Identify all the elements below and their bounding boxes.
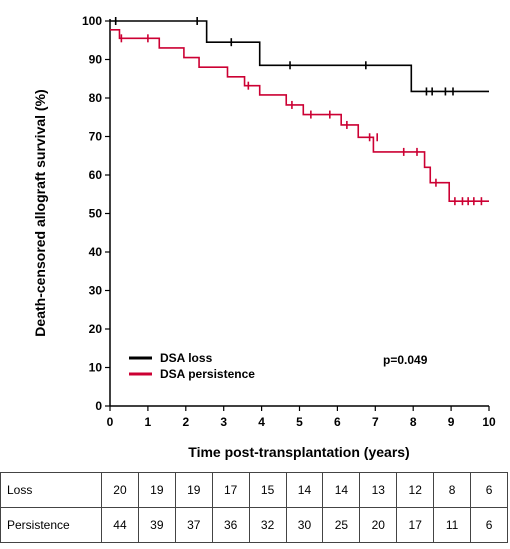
risk-cell: 11 — [433, 507, 472, 543]
risk-cell: 37 — [174, 507, 213, 543]
risk-cell: 12 — [396, 472, 435, 508]
risk-cell: 15 — [248, 472, 287, 508]
y-tick-label: 20 — [89, 322, 103, 336]
risk-cell: 25 — [322, 507, 361, 543]
x-tick-label: 2 — [182, 415, 189, 429]
y-tick-label: 30 — [89, 284, 103, 298]
y-tick-label: 10 — [89, 361, 103, 375]
y-tick-label: 50 — [89, 207, 103, 221]
series-layer — [110, 17, 489, 206]
risk-cell: 13 — [359, 472, 398, 508]
x-tick-label: 5 — [296, 415, 303, 429]
risk-cell: 14 — [322, 472, 361, 508]
risk-cell: 39 — [137, 507, 176, 543]
survival-chart: 0 10 20 30 40 50 60 70 80 90 100 0 1 2 3 4 5 6 7 8 9 10 Death… — [32, 14, 496, 460]
risk-cell: 14 — [285, 472, 324, 508]
y-tick-label: 70 — [89, 130, 103, 144]
x-tick-label: 7 — [372, 415, 379, 429]
x-tick-label: 6 — [334, 415, 341, 429]
risk-cell: 17 — [396, 507, 435, 543]
number-at-risk-table: Loss 20 19 19 17 15 14 14 13 12 8 6 Persistence 44 39 3… — [0, 472, 508, 543]
risk-cell: 8 — [433, 472, 472, 508]
axes: 0 10 20 30 40 50 60 70 80 90 100 0 1 2 3 4 5 6 7 8 9 10 — [82, 14, 496, 429]
risk-cell: 44 — [101, 507, 139, 543]
y-tick-label: 40 — [89, 245, 103, 259]
risk-cell: 17 — [211, 472, 250, 508]
x-tick-label: 4 — [258, 415, 265, 429]
risk-cell: 20 — [359, 507, 398, 543]
x-tick-label: 0 — [107, 415, 114, 429]
risk-cell: 32 — [248, 507, 287, 543]
x-tick-label: 10 — [482, 415, 496, 429]
y-tick-label: 80 — [89, 91, 103, 105]
risk-cell: 20 — [101, 472, 139, 508]
risk-cell: 19 — [174, 472, 213, 508]
y-axis-label: Death-censored allograft survival (%) — [32, 89, 48, 336]
risk-cell: 36 — [211, 507, 250, 543]
x-tick-label: 8 — [410, 415, 417, 429]
risk-cell: 19 — [137, 472, 176, 508]
legend: DSA loss DSA persistence — [129, 351, 255, 381]
risk-cell: 6 — [470, 507, 508, 543]
risk-row-label: Loss — [0, 472, 102, 508]
x-tick-label: 3 — [220, 415, 227, 429]
x-tick-label: 1 — [145, 415, 152, 429]
series-dsa-persistence-line — [110, 29, 489, 202]
x-axis-label: Time post-transplantation (years) — [188, 444, 409, 460]
x-tick-label: 9 — [448, 415, 455, 429]
risk-cell: 6 — [470, 472, 508, 508]
risk-row-label: Persistence — [0, 507, 102, 543]
y-tick-label: 100 — [82, 14, 102, 28]
y-tick-label: 60 — [89, 168, 103, 182]
legend-label-dsa-persistence: DSA persistence — [160, 367, 255, 381]
series-dsa-loss-line — [110, 20, 489, 93]
legend-label-dsa-loss: DSA loss — [160, 351, 213, 365]
p-value-annotation: p=0.049 — [383, 353, 428, 367]
risk-row-loss: Loss 20 19 19 17 15 14 14 13 12 8 6 — [0, 472, 508, 508]
risk-row-persistence: Persistence 44 39 37 36 32 30 25 20 17 11 6 — [0, 507, 508, 543]
y-tick-label: 0 — [95, 399, 102, 413]
y-tick-label: 90 — [89, 53, 103, 67]
risk-cell: 30 — [285, 507, 324, 543]
